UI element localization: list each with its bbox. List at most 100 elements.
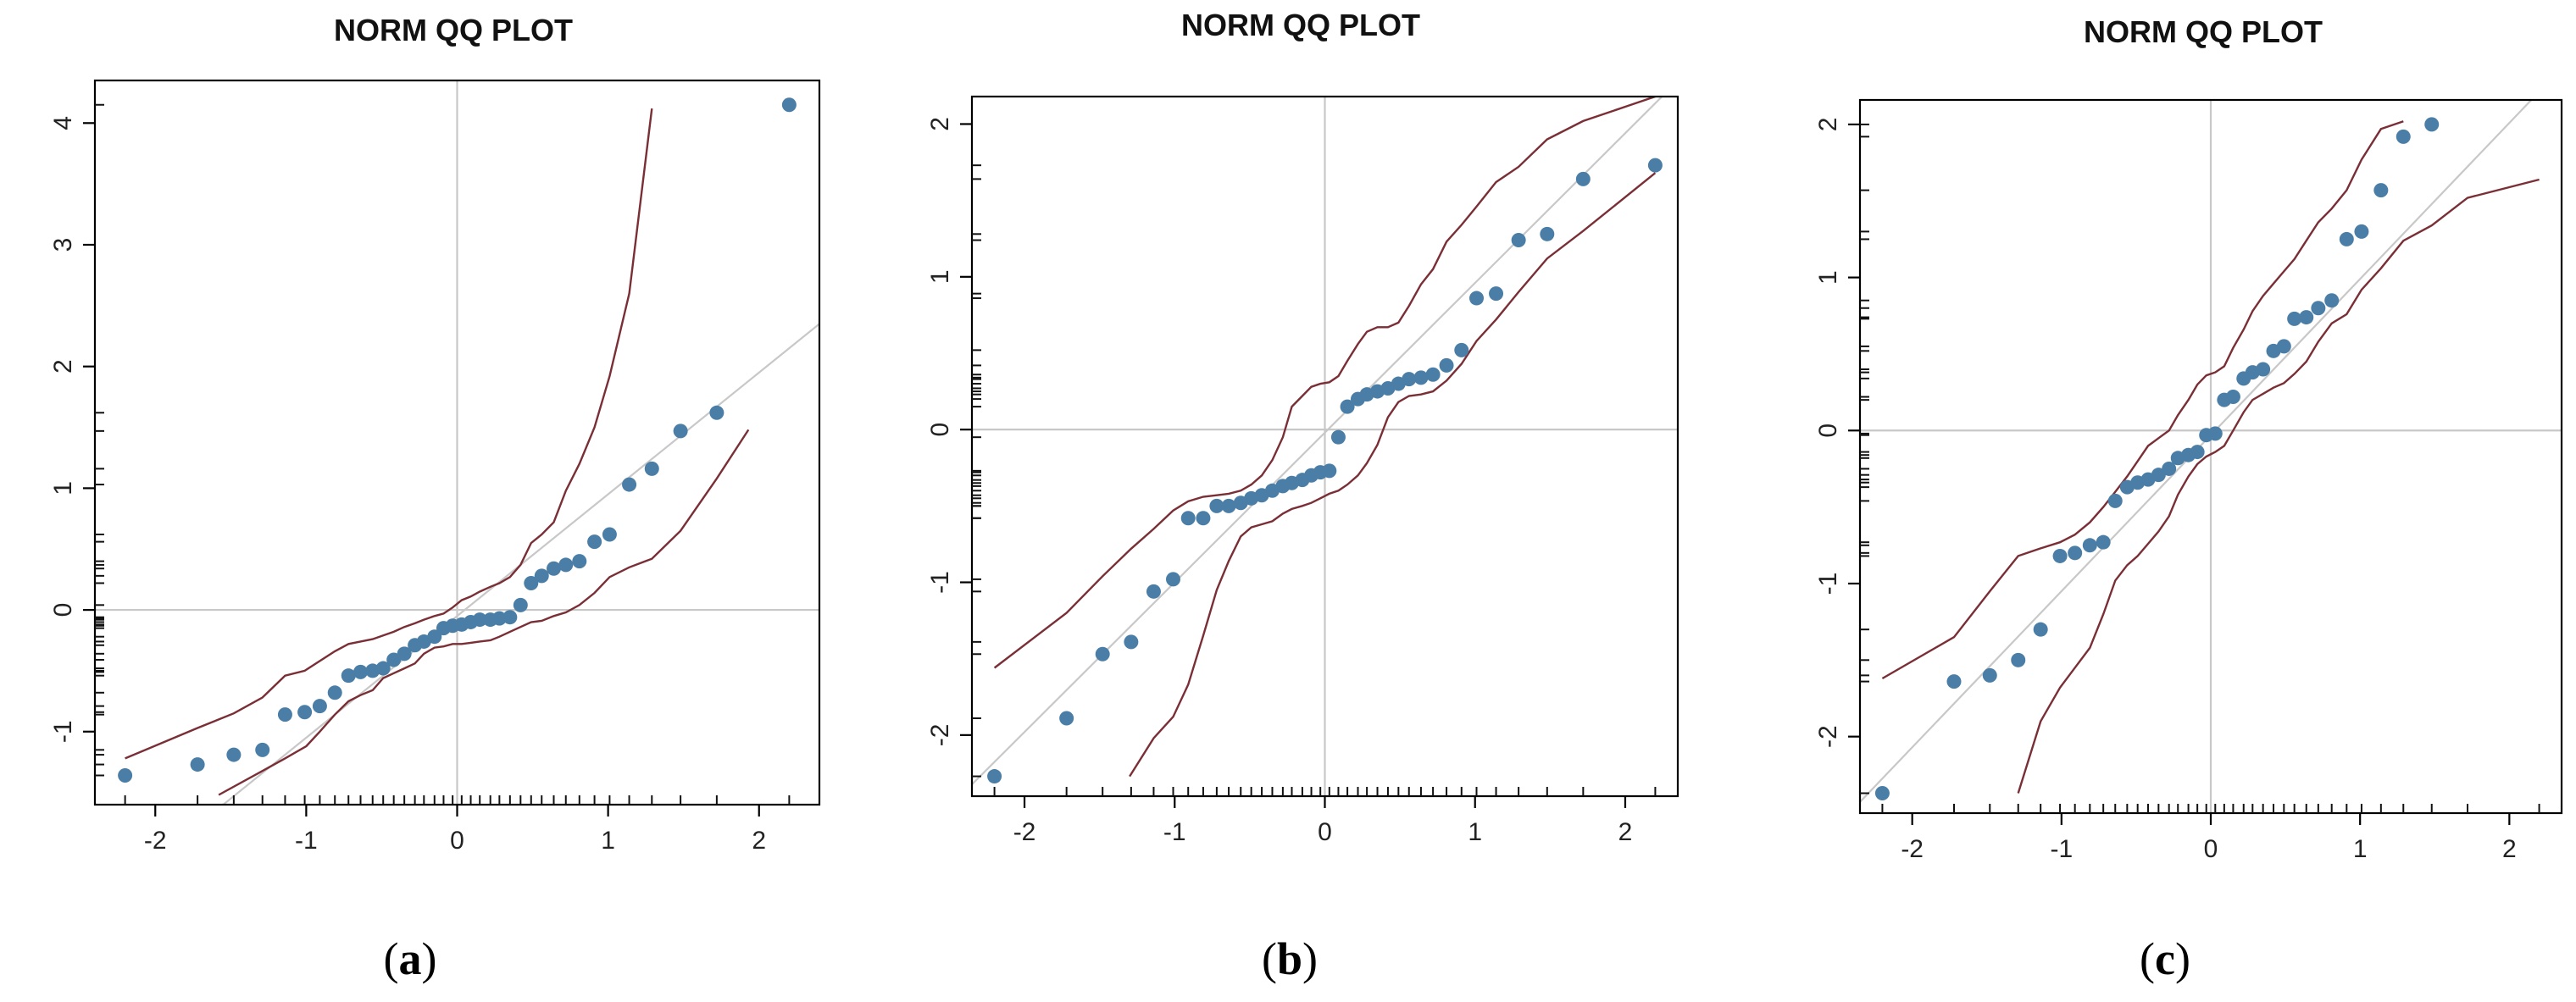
- chart-c-envelope-upper: [1881, 120, 2404, 680]
- chart-c-ytick-label: -2: [1814, 725, 1842, 748]
- chart-c-point: [2299, 310, 2314, 325]
- chart-a-ytick-label: 3: [49, 238, 77, 252]
- chart-b-point: [1489, 286, 1504, 302]
- chart-c-plot-area: [1860, 100, 2562, 813]
- chart-a-point: [781, 97, 797, 113]
- caption-a: (a): [384, 933, 437, 984]
- chart-b-point: [1402, 372, 1417, 387]
- chart-a-point: [353, 664, 368, 679]
- chart-b-point: [1575, 171, 1591, 186]
- chart-b-point: [1340, 399, 1355, 414]
- panel-b: NORM QQ PLOT -2 -1 0 1 2 -2 -1 0 1 2 (b): [926, 8, 1679, 984]
- chart-a-ytick-label: 0: [49, 603, 77, 617]
- chart-a-point: [513, 597, 528, 612]
- chart-b-point: [1196, 511, 1211, 526]
- caption-a-letter: a: [399, 933, 422, 984]
- chart-a-ytick-label: -1: [49, 720, 77, 743]
- chart-a-xtick-label: -1: [295, 827, 318, 855]
- chart-c-point: [2207, 426, 2223, 441]
- chart-a-ytick-label: 1: [49, 481, 77, 495]
- chart-c-point: [2256, 362, 2271, 377]
- chart-c-title: NORM QQ PLOT: [2084, 14, 2323, 49]
- chart-c-point: [2096, 534, 2111, 550]
- chart-c-xtick-label: 2: [2502, 835, 2517, 863]
- chart-b-plot-area: [972, 97, 1678, 796]
- chart-c-point: [2354, 224, 2369, 239]
- chart-b-point: [987, 769, 1002, 784]
- chart-b-ytick-label: 0: [926, 423, 954, 437]
- chart-c-point: [2339, 231, 2354, 246]
- chart-a-point: [226, 747, 242, 762]
- chart-a-point: [587, 534, 602, 550]
- chart-a-point: [602, 527, 617, 542]
- chart-c-ytick-label: 1: [1814, 270, 1842, 285]
- chart-a-point: [472, 612, 487, 628]
- chart-b-point: [1165, 572, 1180, 587]
- chart-b-plot: -2 -1 0 1 2 -2 -1 0 1 2: [926, 95, 1679, 846]
- chart-c-xtick-label: 0: [2204, 835, 2218, 863]
- chart-b-point: [1221, 498, 1236, 513]
- chart-a-xtick-label: -2: [144, 827, 167, 855]
- chart-a-point: [341, 668, 356, 684]
- chart-b-fit-line: [972, 97, 1663, 785]
- chart-b-point: [1059, 711, 1074, 726]
- caption-a-open: (: [384, 933, 399, 984]
- chart-c-point: [2287, 311, 2302, 326]
- chart-c-point: [2068, 545, 2083, 561]
- caption-b-open: (: [1262, 933, 1277, 984]
- chart-c-point: [1874, 786, 1890, 801]
- chart-a-point: [427, 629, 442, 645]
- caption-c-open: (: [2140, 933, 2155, 984]
- chart-a-point: [622, 477, 637, 492]
- chart-c-point: [2396, 129, 2411, 144]
- chart-a-point: [547, 561, 561, 576]
- chart-a-point: [277, 707, 292, 722]
- chart-a-xtick-label: 1: [601, 827, 615, 855]
- chart-a-ytick-label: 4: [49, 116, 77, 130]
- chart-b-title: NORM QQ PLOT: [1181, 8, 1420, 42]
- chart-a-point: [255, 742, 270, 757]
- chart-a-point: [558, 557, 574, 573]
- chart-a-point: [502, 610, 518, 625]
- chart-a-title: NORM QQ PLOT: [334, 13, 573, 47]
- chart-b-xtick-label: -1: [1163, 818, 1186, 846]
- chart-c-point: [2082, 538, 2097, 553]
- chart-a-point: [644, 461, 659, 476]
- chart-a-plot: -2 -1 0 1 2 -1 0 1 2 3 4: [49, 79, 821, 855]
- chart-b-ytick-label: -2: [926, 724, 954, 747]
- chart-b-point: [1540, 226, 1555, 241]
- chart-b-point: [1209, 498, 1224, 513]
- chart-a-point: [312, 699, 327, 714]
- chart-b-xtick-label: -2: [1013, 818, 1036, 846]
- chart-c-xtick-label: 1: [2353, 835, 2368, 863]
- caption-b-close: ): [1302, 933, 1318, 984]
- chart-c-point: [2162, 461, 2177, 476]
- chart-a-point: [297, 705, 313, 720]
- chart-c-point: [2324, 293, 2340, 308]
- chart-a-xtick-label: 2: [752, 827, 766, 855]
- chart-b-point: [1180, 511, 1196, 526]
- chart-b-point: [1124, 634, 1139, 650]
- chart-a-point: [534, 568, 549, 584]
- chart-c-point: [2225, 390, 2240, 405]
- chart-b-point: [1469, 291, 1485, 306]
- chart-b-xtick-label: 1: [1468, 818, 1482, 846]
- panel-c: NORM QQ PLOT -2 -1 0 1 2 -2 -1 0 1 2 (c): [1814, 14, 2563, 984]
- chart-c-plot: -2 -1 0 1 2 -2 -1 0 1 2: [1814, 98, 2563, 863]
- chart-b-point: [1322, 463, 1337, 479]
- chart-b-point: [1454, 342, 1469, 357]
- chart-a-point: [397, 646, 412, 662]
- chart-b-envelope-upper: [993, 97, 1656, 669]
- chart-c-point: [2107, 493, 2123, 508]
- chart-a-point: [709, 405, 724, 420]
- chart-c-point: [2052, 548, 2068, 563]
- chart-a-fit-line: [221, 323, 819, 805]
- caption-c-letter: c: [2155, 933, 2175, 984]
- chart-b-point: [1413, 370, 1429, 385]
- chart-b-ytick-label: 2: [926, 117, 954, 131]
- chart-b-ytick-label: -1: [926, 571, 954, 594]
- chart-b-point: [1511, 233, 1526, 248]
- panel-a: NORM QQ PLOT -2 -1 0 1 2 -1 0 1 2 3 4 (a): [49, 13, 821, 984]
